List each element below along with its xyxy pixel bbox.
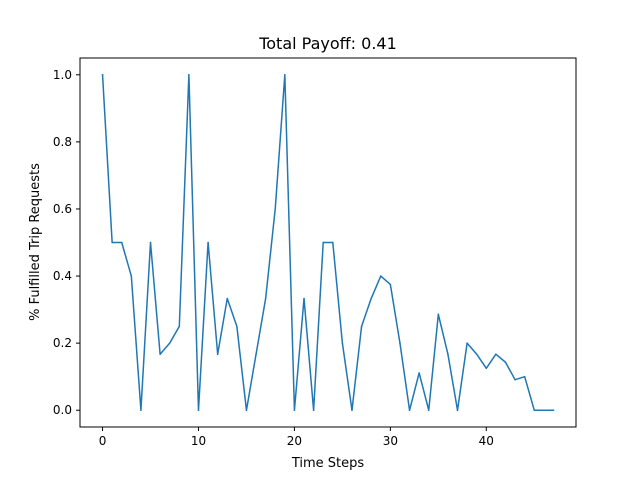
chart-title: Total Payoff: 0.41 [258, 34, 397, 53]
data-point [312, 409, 315, 411]
y-axis: 0.0 0.2 0.4 0.6 0.8 1.0 [53, 68, 80, 417]
data-point [159, 353, 161, 355]
data-point [399, 342, 401, 344]
y-tick-label: 0.6 [53, 202, 72, 216]
data-point [178, 325, 181, 328]
data-point [427, 409, 430, 411]
data-point [293, 409, 296, 411]
x-tick-label: 0 [99, 434, 107, 448]
data-point [485, 367, 488, 370]
data-point [341, 342, 344, 344]
data-point [140, 409, 142, 411]
axes-frame [79, 57, 577, 428]
data-point [274, 208, 276, 210]
y-tick-label: 0.4 [53, 269, 72, 283]
data-point [111, 241, 113, 244]
data-point [101, 74, 104, 76]
data-point [466, 342, 468, 344]
data-point [389, 283, 392, 286]
data-point [216, 353, 219, 355]
data-point [370, 297, 372, 300]
data-point [456, 409, 459, 411]
data-point [504, 361, 507, 364]
data-point [552, 409, 555, 411]
data-point [188, 74, 190, 76]
x-tick-label: 30 [383, 434, 398, 448]
data-point [360, 325, 363, 328]
data-point [245, 409, 248, 411]
data-point [418, 372, 420, 374]
y-tick-label: 0.2 [53, 336, 72, 350]
data-point [264, 297, 267, 300]
data-point [197, 409, 200, 411]
x-tick-label: 20 [287, 434, 302, 448]
data-point [351, 409, 353, 411]
data-point [533, 409, 536, 411]
data-point [149, 241, 152, 244]
data-point [380, 275, 382, 277]
data-point [130, 275, 133, 277]
data-point [168, 342, 171, 344]
data-point [475, 353, 478, 355]
y-tick-label: 0.0 [53, 403, 72, 417]
data-point [120, 241, 123, 244]
data-point [236, 325, 238, 328]
data-point [543, 409, 545, 411]
y-tick-label: 1.0 [53, 68, 72, 82]
data-point [332, 241, 334, 244]
x-tick-label: 40 [479, 434, 494, 448]
data-point [322, 241, 324, 244]
data-point [514, 378, 516, 381]
data-point [303, 297, 305, 300]
data-point [495, 353, 497, 355]
data-point [284, 74, 286, 76]
data-point [226, 297, 229, 300]
data-point [255, 353, 257, 355]
data-point [207, 241, 209, 244]
data-point [408, 409, 411, 411]
data-point [447, 353, 449, 355]
data-point [437, 313, 440, 316]
data-point [523, 375, 526, 378]
y-axis-label: % Fulfilled Trip Requests [28, 163, 43, 321]
x-axis: 0 10 20 30 40 [99, 427, 494, 448]
x-axis-label: Time Steps [291, 456, 365, 471]
series-line-0 [101, 73, 555, 411]
x-tick-label: 10 [191, 434, 206, 448]
y-tick-label: 0.8 [53, 135, 72, 149]
plot-area [101, 73, 555, 411]
